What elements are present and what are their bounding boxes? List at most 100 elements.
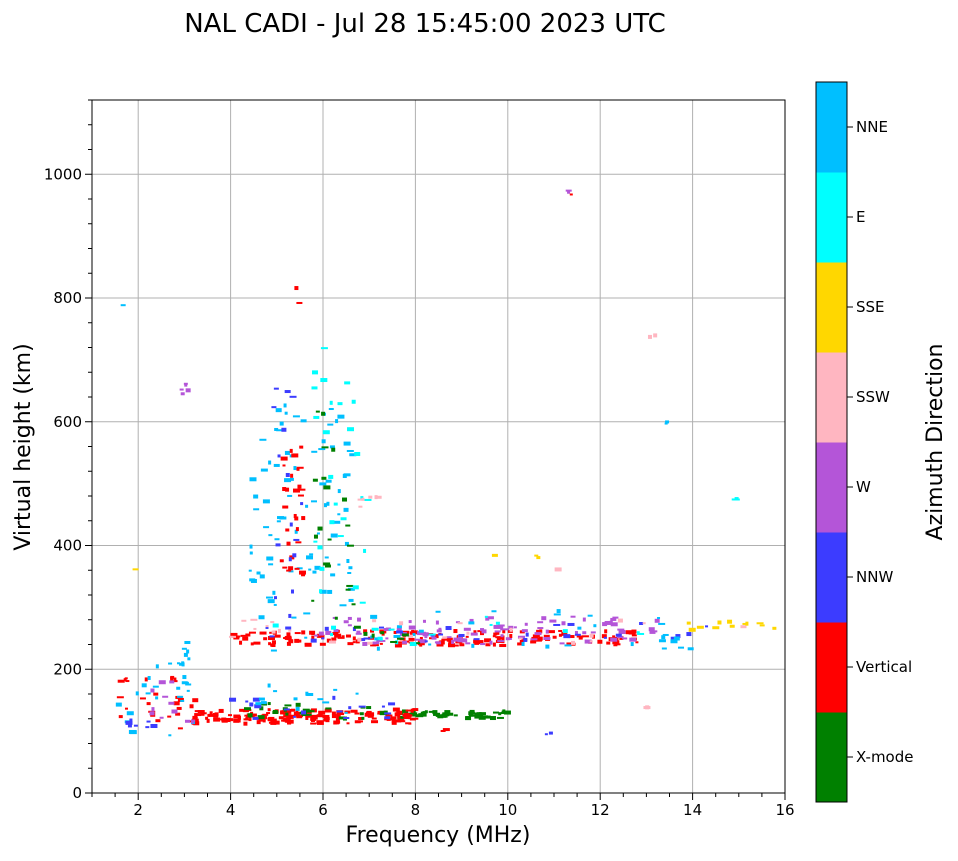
echo-point (336, 710, 343, 713)
echo-point (468, 711, 475, 715)
echo-point (408, 717, 412, 720)
colorbar-tick-label: SSW (856, 388, 890, 406)
echo-point (705, 625, 709, 628)
echo-point (206, 718, 210, 723)
echo-point (570, 615, 576, 618)
echo-point (271, 640, 276, 645)
echo-point (177, 727, 183, 730)
echo-point (309, 630, 316, 635)
echo-point (319, 566, 325, 571)
echo-point (272, 709, 278, 712)
echo-point (363, 548, 367, 553)
echo-point (561, 621, 566, 626)
echo-point (358, 716, 364, 720)
y-tick-label: 600 (53, 413, 82, 431)
echo-point (397, 715, 405, 719)
echo-point (424, 640, 428, 643)
echo-point (116, 696, 124, 699)
echo-point (447, 643, 455, 648)
echo-point (665, 420, 670, 424)
echo-point (150, 688, 155, 693)
echo-point (284, 478, 292, 483)
echo-point (321, 446, 329, 449)
echo-point (358, 705, 366, 708)
echo-point (381, 705, 385, 708)
echo-point (194, 713, 202, 717)
echo-point (340, 517, 347, 521)
echo-point (245, 700, 249, 703)
echo-point (601, 634, 607, 639)
echo-point (301, 630, 306, 635)
echo-point (253, 508, 260, 511)
echo-point (470, 632, 478, 636)
echo-point (275, 543, 281, 547)
echo-point (394, 719, 402, 723)
echo-point (394, 641, 402, 644)
echo-point (629, 637, 637, 642)
echo-point (304, 642, 312, 647)
echo-point (639, 622, 644, 626)
echo-point (543, 636, 551, 640)
echo-point (250, 578, 257, 583)
echo-point (422, 619, 426, 623)
echo-point (273, 463, 280, 467)
echo-point (249, 551, 253, 555)
echo-point (380, 631, 385, 635)
x-tick-label: 2 (133, 801, 143, 819)
echo-point (214, 712, 219, 717)
echo-point (399, 621, 404, 626)
echo-point (248, 569, 252, 572)
echo-point (356, 720, 363, 723)
echo-point (213, 717, 221, 722)
echo-point (141, 683, 147, 688)
echo-point (492, 635, 496, 638)
echo-point (118, 715, 123, 719)
echo-point (331, 637, 337, 641)
echo-point (329, 445, 335, 449)
echo-point (352, 636, 356, 641)
echo-point (541, 616, 547, 621)
echo-point (328, 474, 334, 479)
echo-point (471, 643, 475, 648)
echo-point (457, 638, 465, 643)
echo-point (419, 639, 427, 644)
echo-point (344, 711, 348, 714)
echo-point (401, 633, 409, 637)
echo-point (354, 712, 360, 715)
echo-point (300, 502, 304, 506)
echo-point (440, 640, 445, 645)
echo-point (256, 571, 261, 575)
echo-point (687, 647, 694, 651)
echo-point (391, 721, 397, 725)
echo-point (358, 505, 363, 508)
echo-point (283, 708, 290, 711)
echo-point (565, 189, 572, 192)
echo-point (277, 628, 281, 633)
echo-point (304, 709, 312, 713)
echo-point (293, 697, 298, 701)
x-tick-label: 8 (411, 801, 421, 819)
echo-point (253, 494, 259, 499)
echo-point (759, 624, 765, 627)
echo-point (553, 623, 561, 626)
colorbar-swatch (816, 82, 847, 173)
echo-point (612, 640, 620, 645)
echo-point (363, 637, 371, 640)
echo-point (262, 499, 270, 504)
echo-point (322, 701, 330, 704)
echo-point (192, 698, 199, 703)
echo-point (491, 610, 497, 613)
echo-point (740, 625, 747, 629)
echo-point (267, 599, 275, 604)
echo-point (337, 402, 343, 406)
echo-point (334, 633, 342, 638)
colorbar-tick-label: E (856, 208, 865, 226)
echo-point (484, 615, 488, 618)
echo-point (181, 647, 187, 650)
echo-point (613, 644, 618, 647)
echo-point (310, 714, 318, 718)
echo-point (349, 453, 357, 457)
echo-point (377, 710, 382, 714)
echo-point (371, 644, 379, 647)
echo-point (294, 286, 299, 291)
